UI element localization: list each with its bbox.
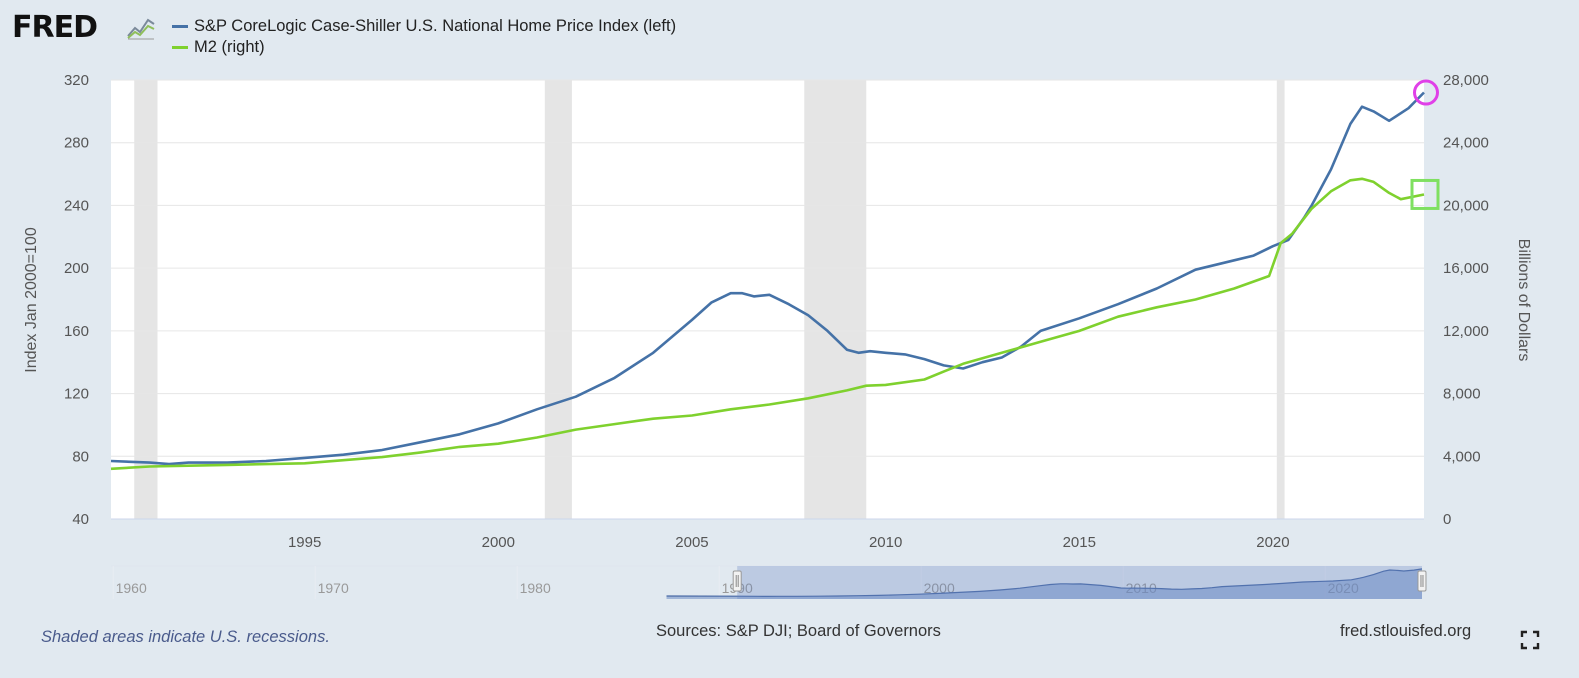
x-tick-label: 2020 [1256, 534, 1289, 551]
x-tick-label: 1995 [288, 534, 321, 551]
legend-item-m2[interactable]: M2 (right) [172, 37, 676, 58]
site-link[interactable]: fred.stlouisfed.org [1340, 622, 1472, 640]
y-left-tick-label: 320 [64, 72, 89, 89]
navigator-area [666, 568, 1422, 599]
navigator-selection[interactable] [737, 566, 1422, 599]
sources-text: Sources: S&P DJI; Board of Governors [656, 622, 941, 640]
y-right-tick-label: 16,000 [1443, 260, 1489, 277]
y-right-tick-label: 0 [1443, 511, 1451, 528]
highlight-square [1410, 178, 1440, 210]
y-left-tick-label: 40 [72, 511, 89, 528]
navigator-line [666, 568, 1423, 598]
chart-legend: S&P CoreLogic Case-Shiller U.S. National… [172, 16, 676, 58]
legend-swatch-m2 [172, 46, 188, 49]
navigator-tick-label: 1970 [318, 580, 349, 596]
legend-label: S&P CoreLogic Case-Shiller U.S. National… [194, 17, 677, 35]
y-right-tick-label: 20,000 [1443, 197, 1489, 214]
x-tick-label: 2005 [675, 534, 708, 551]
fullscreen-icon[interactable] [1520, 630, 1540, 650]
y-right-tick-label: 28,000 [1443, 72, 1489, 89]
navigator-tick-label: 2000 [924, 580, 955, 596]
x-tick-label: 2015 [1063, 534, 1096, 551]
plot-area [111, 80, 1424, 519]
recession-band [1276, 80, 1285, 519]
chart-canvas[interactable]: 40 80 120 160 200 240 280 320 0 4,000 8,000 12,000 1… [0, 0, 1579, 615]
y-left-axis-title: Index Jan 2000=100 [23, 227, 40, 373]
y-left-tick-label: 280 [64, 135, 89, 152]
y-left-tick-label: 160 [64, 323, 89, 340]
recession-band [134, 80, 158, 519]
highlight-circle [1413, 79, 1439, 106]
y-right-tick-label: 8,000 [1443, 386, 1481, 403]
navigator-tick-label: 1960 [116, 580, 147, 596]
y-left-tick-label: 200 [64, 260, 89, 277]
x-tick-label: 2000 [482, 534, 515, 551]
y-right-axis-title: Billions of Dollars [1515, 239, 1532, 362]
recession-band [544, 80, 572, 519]
navigator-right-handle[interactable] [1417, 570, 1427, 592]
y-left-tick-label: 80 [72, 448, 89, 465]
legend-item-home-price-index[interactable]: S&P CoreLogic Case-Shiller U.S. National… [172, 16, 676, 37]
y-right-tick-label: 24,000 [1443, 135, 1489, 152]
navigator-tick-label: 1980 [520, 580, 551, 596]
y-left-tick-label: 120 [64, 386, 89, 403]
x-tick-label: 2010 [869, 534, 902, 551]
recession-band [804, 80, 867, 519]
y-left-tick-label: 240 [64, 197, 89, 214]
y-right-tick-label: 4,000 [1443, 448, 1481, 465]
y-right-tick-label: 12,000 [1443, 323, 1489, 340]
legend-swatch-home-price-index [172, 25, 188, 28]
recession-note: Shaded areas indicate U.S. recessions. [41, 628, 330, 646]
line-chart-icon [126, 14, 156, 40]
fred-logo[interactable]: FRED [12, 10, 98, 45]
navigator-left-handle[interactable] [732, 570, 742, 592]
legend-label: M2 (right) [194, 38, 265, 56]
m2-line[interactable] [110, 177, 1425, 471]
